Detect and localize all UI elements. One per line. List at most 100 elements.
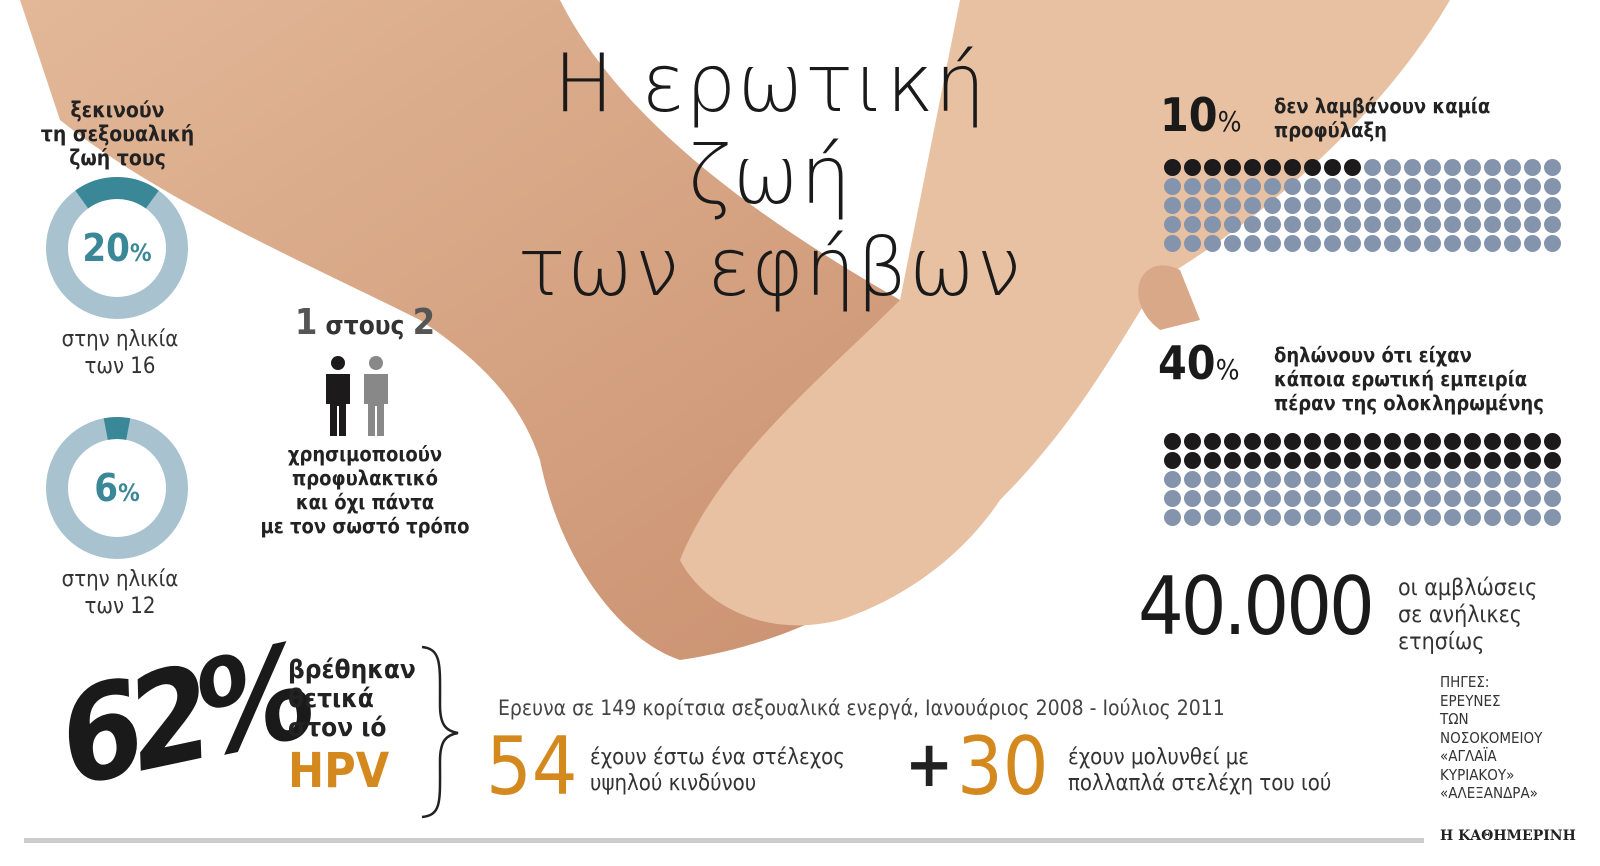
dot-empty [1504, 216, 1521, 233]
source-line: ΕΡΕΥΝΕΣ [1440, 691, 1501, 710]
donut-segment [46, 417, 188, 559]
unit: % [1215, 353, 1240, 386]
dot-filled [1324, 452, 1341, 469]
dot-filled [1344, 433, 1361, 450]
dot-empty [1164, 509, 1181, 526]
dot-filled [1344, 159, 1361, 176]
dot-matrix-10 [1164, 159, 1561, 254]
dot-empty [1424, 509, 1441, 526]
dot-empty [1384, 178, 1401, 195]
dot-filled [1244, 452, 1261, 469]
stat-54: 54 [486, 720, 578, 813]
dot-empty [1384, 159, 1401, 176]
dot-empty [1384, 471, 1401, 488]
text-line: έχουν έστω ένα στέλεχος [590, 745, 845, 770]
text-line: ετησίως [1398, 629, 1485, 655]
dot-empty [1264, 178, 1281, 195]
dot-empty [1424, 490, 1441, 507]
dot-empty [1164, 216, 1181, 233]
heading-line: ζωή τους [69, 146, 166, 170]
source-line: «ΑΓΛΑΪΑ [1440, 747, 1497, 765]
dot-filled [1284, 433, 1301, 450]
value: 6 [94, 466, 119, 510]
dot-empty [1224, 509, 1241, 526]
dot-filled [1404, 433, 1421, 450]
dot-filled [1504, 452, 1521, 469]
donut-label-12: 6% [45, 466, 189, 510]
dot-empty [1284, 197, 1301, 214]
source-line: ΚΥΡΙΑΚΟΥ» [1440, 765, 1515, 784]
dot-empty [1224, 178, 1241, 195]
dot-filled [1364, 452, 1381, 469]
dot-empty [1524, 178, 1541, 195]
dot-empty [1424, 216, 1441, 233]
dot-filled [1344, 452, 1361, 469]
stat-30-text: έχουν μολυνθεί με πολλαπλά στελέχη του ιο… [1068, 745, 1331, 797]
dot-filled [1424, 452, 1441, 469]
dot-empty [1264, 509, 1281, 526]
dot-empty [1504, 178, 1521, 195]
start-heading: ξεκινούν τη σεξουαλική ζωή τους [30, 98, 205, 170]
ratio-mid: στους [325, 311, 405, 341]
dot-empty [1264, 235, 1281, 252]
dot-empty [1204, 197, 1221, 214]
text-line: έχουν μολυνθεί με [1068, 745, 1250, 770]
ratio-heading: 1 στους 2 [260, 302, 470, 343]
plus-sign: + [905, 728, 954, 802]
dot-empty [1544, 509, 1561, 526]
text-line: χρησιμοποιούν [287, 442, 443, 466]
person-icon [364, 356, 388, 436]
brand-logo: Η ΚΑΘΗΜΕΡΙΝΗ [1440, 828, 1576, 844]
hpv-label: HPV [288, 743, 390, 799]
dot-empty [1184, 216, 1201, 233]
source-line: ΠΗΓΕΣ: [1440, 673, 1490, 691]
donut-caption-16: στην ηλικία των 16 [40, 326, 200, 380]
sources: ΠΗΓΕΣ: ΕΡΕΥΝΕΣ ΤΩΝ ΝΟΣΟΚΟΜΕΙΟΥ «ΑΓΛΑΪΑ ΚΥΡΙΑΚ… [1440, 673, 1542, 803]
dot-empty [1524, 509, 1541, 526]
donut-label-16: 20% [45, 226, 189, 270]
dot-empty [1184, 490, 1201, 507]
dot-empty [1344, 197, 1361, 214]
dot-filled [1524, 433, 1541, 450]
dot-empty [1544, 178, 1561, 195]
dot-empty [1504, 197, 1521, 214]
dot-filled [1304, 433, 1321, 450]
dot-filled [1304, 159, 1321, 176]
donut-chart-16 [46, 177, 188, 319]
dot-empty [1444, 471, 1461, 488]
divider [24, 838, 1424, 843]
caption-line: των 16 [84, 354, 156, 379]
dot-empty [1324, 471, 1341, 488]
text-line: βρέθηκαν [288, 655, 416, 685]
dot-empty [1524, 159, 1541, 176]
dot-empty [1424, 178, 1441, 195]
text-line: υψηλού κινδύνου [590, 771, 757, 796]
text-line: και όχι πάντα [295, 490, 435, 514]
dot-empty [1244, 216, 1261, 233]
dot-empty [1484, 471, 1501, 488]
dot-empty [1304, 197, 1321, 214]
dot-empty [1204, 235, 1221, 252]
dot-empty [1524, 471, 1541, 488]
dot-empty [1164, 490, 1181, 507]
dot-empty [1504, 235, 1521, 252]
stat-30: 30 [957, 720, 1049, 813]
dot-empty [1224, 490, 1241, 507]
dot-empty [1204, 216, 1221, 233]
dot-empty [1384, 197, 1401, 214]
dot-filled [1484, 433, 1501, 450]
dot-empty [1164, 197, 1181, 214]
dot-empty [1524, 490, 1541, 507]
dot-empty [1444, 509, 1461, 526]
source-line: ΤΩΝ [1440, 710, 1469, 728]
dot-filled [1404, 452, 1421, 469]
dot-empty [1424, 159, 1441, 176]
source-line: ΝΟΣΟΚΟΜΕΙΟΥ [1440, 728, 1543, 747]
dot-empty [1164, 471, 1181, 488]
caption-line: στην ηλικία [61, 327, 179, 352]
dot-empty [1324, 235, 1341, 252]
dot-empty [1504, 159, 1521, 176]
dot-empty [1544, 235, 1561, 252]
person-icons [326, 356, 388, 436]
dot-filled [1184, 452, 1201, 469]
